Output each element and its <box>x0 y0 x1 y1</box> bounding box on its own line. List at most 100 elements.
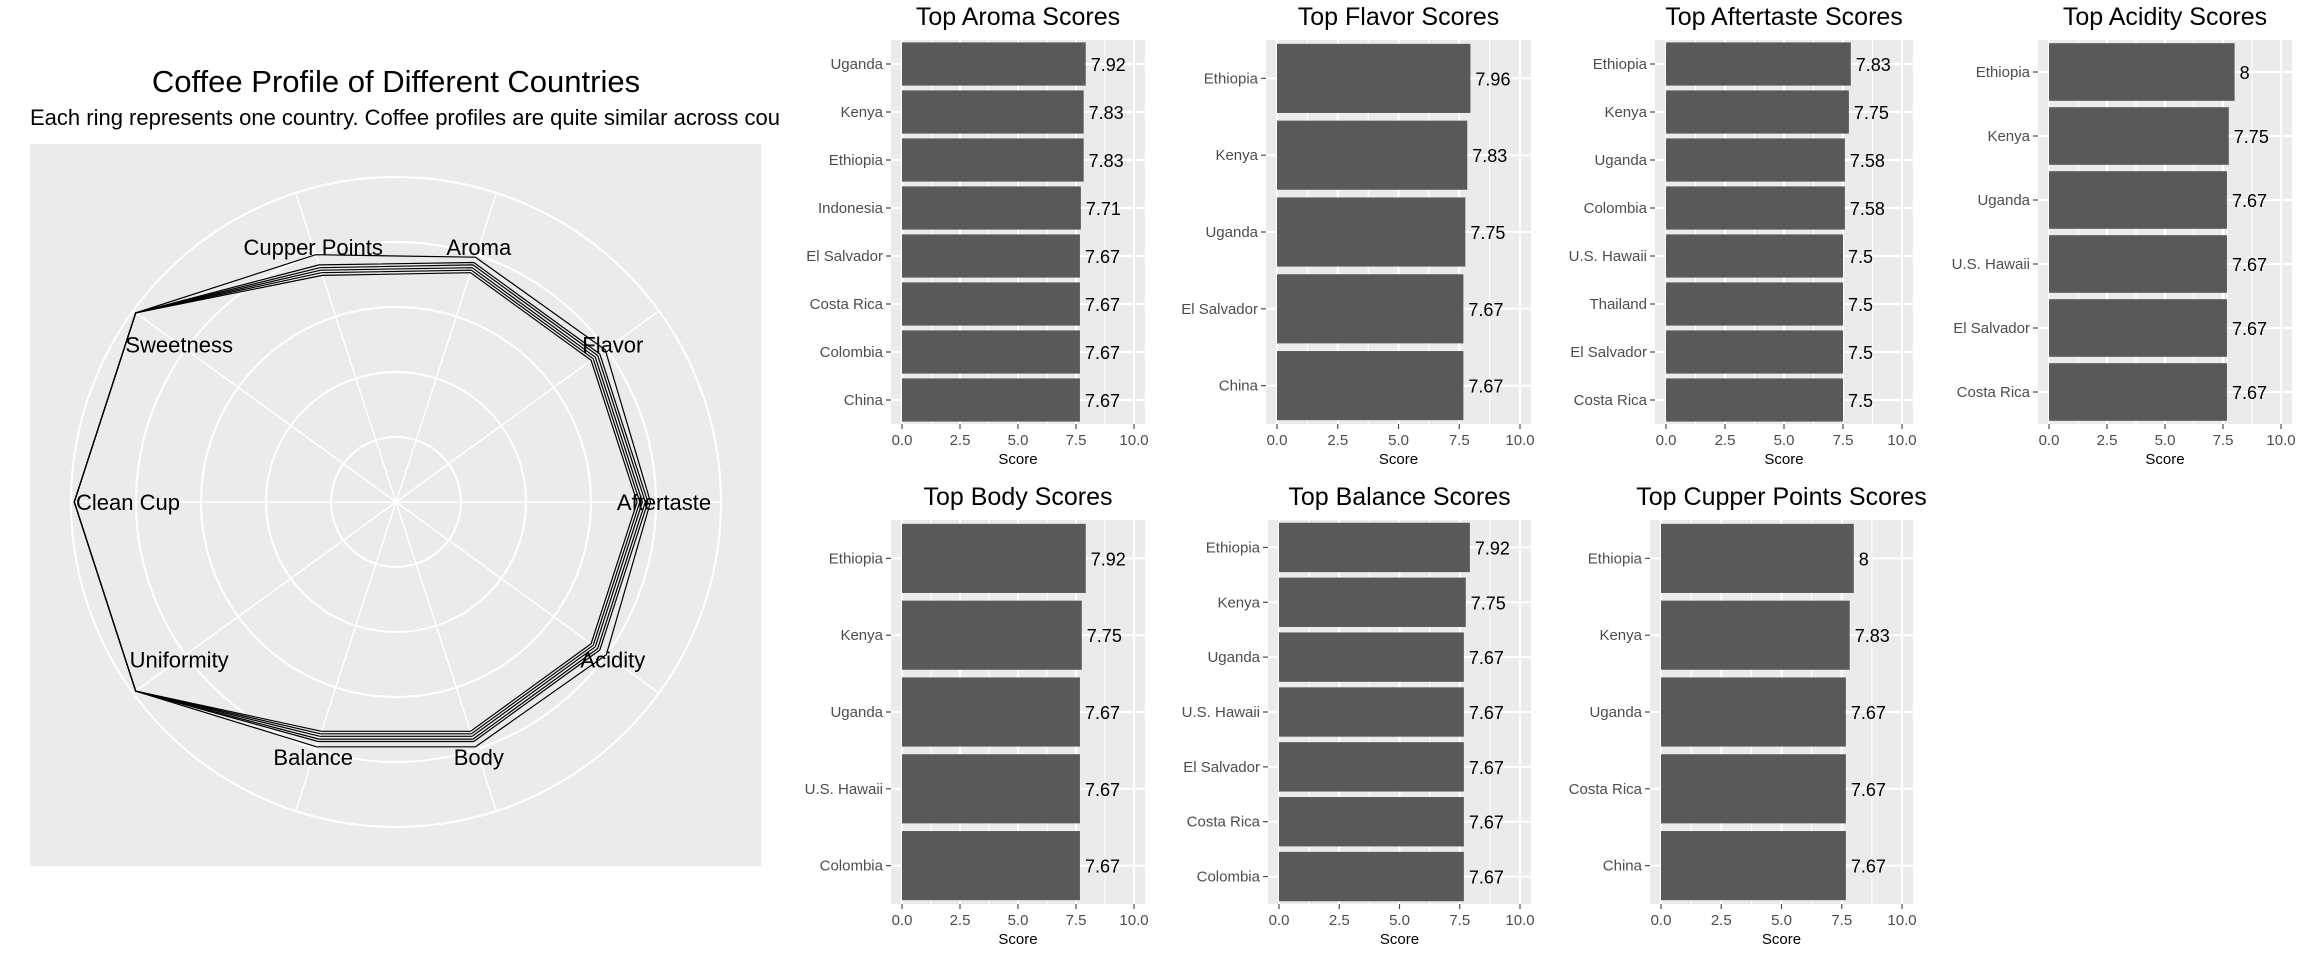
x-tick-label: 0.0 <box>1269 912 1290 929</box>
bar-chart-2: Top Flavor Scores 7.96 Ethiopia 7.83 Kenya 7.… <box>1181 3 1534 468</box>
bar-value-label: 7.83 <box>1856 55 1891 75</box>
x-axis-label: Score <box>1379 451 1418 468</box>
bar <box>1661 523 1854 593</box>
category-label: El Salvador <box>1570 344 1647 361</box>
bar <box>902 90 1084 134</box>
bar <box>1277 43 1471 113</box>
bar-value-label: 7.58 <box>1850 151 1885 171</box>
category-label: Costa Rica <box>810 296 884 313</box>
chart-title: Top Body Scores <box>924 483 1113 511</box>
x-tick-label: 5.0 <box>1774 432 1795 449</box>
bar-value-label: 7.67 <box>1085 343 1120 363</box>
bar-value-label: 7.67 <box>1469 868 1504 888</box>
bar-value-label: 7.67 <box>1469 813 1504 833</box>
bar-value-label: 7.83 <box>1089 103 1124 123</box>
bar <box>902 186 1081 230</box>
bar <box>1666 186 1845 230</box>
category-label: El Salvador <box>1181 301 1258 318</box>
bar <box>1279 687 1464 737</box>
x-axis-label: Score <box>1762 931 1801 948</box>
chart-title: Top Aftertaste Scores <box>1665 3 1903 31</box>
category-label: U.S. Hawaii <box>805 781 883 798</box>
radar-plot: Aroma Flavor Aftertaste Acidity Body Balance U… <box>70 176 722 828</box>
category-label: Colombia <box>1584 200 1648 217</box>
bar-value-label: 7.75 <box>1470 223 1505 243</box>
bar-value-label: 7.5 <box>1848 343 1873 363</box>
bar <box>902 677 1080 747</box>
bar-value-label: 7.92 <box>1091 55 1126 75</box>
x-tick-label: 5.0 <box>1389 912 1410 929</box>
bar <box>902 42 1086 86</box>
bar-value-label: 7.67 <box>1085 857 1120 877</box>
bar-value-label: 7.67 <box>2232 319 2267 339</box>
bar <box>1661 831 1846 901</box>
bar-value-label: 7.92 <box>1475 538 1510 558</box>
bar <box>1277 197 1466 267</box>
bar-value-label: 7.67 <box>2232 255 2267 275</box>
category-label: Colombia <box>820 858 884 875</box>
category-label: China <box>1603 858 1643 875</box>
x-tick-label: 10.0 <box>1505 912 1534 929</box>
category-label: Ethiopia <box>1976 64 2031 81</box>
category-label: China <box>844 392 884 409</box>
radar-axis-label: Cupper Points <box>243 235 382 260</box>
x-axis-label: Score <box>1380 931 1419 948</box>
x-tick-label: 0.0 <box>1651 912 1672 929</box>
category-label: Costa Rica <box>1187 814 1261 831</box>
radar-spoke-9 <box>132 310 397 503</box>
category-label: Kenya <box>1599 627 1642 644</box>
category-label: El Salvador <box>1183 759 1260 776</box>
bar-value-label: 7.75 <box>2234 127 2269 147</box>
category-label: Uganda <box>1594 152 1647 169</box>
x-tick-label: 5.0 <box>1008 912 1029 929</box>
bar <box>902 234 1080 278</box>
category-label: Ethiopia <box>1593 56 1648 73</box>
radar-spoke-7 <box>132 501 397 694</box>
x-tick-label: 7.5 <box>1066 912 1087 929</box>
category-label: Ethiopia <box>1206 539 1261 556</box>
x-axis-label: Score <box>2145 451 2184 468</box>
bar-value-label: 7.67 <box>1469 758 1504 778</box>
chart-title: Top Aroma Scores <box>916 3 1120 31</box>
category-label: Kenya <box>1217 594 1260 611</box>
x-tick-label: 5.0 <box>2155 432 2176 449</box>
x-tick-label: 5.0 <box>1771 912 1792 929</box>
bar <box>1277 274 1464 344</box>
bar <box>1661 754 1846 824</box>
bar-value-label: 8 <box>1859 549 1869 569</box>
radar-axis-label: Balance <box>273 745 353 770</box>
bar <box>902 282 1080 326</box>
chart-title: Top Flavor Scores <box>1298 3 1499 31</box>
category-label: Ethiopia <box>1588 550 1643 567</box>
bar-value-label: 7.67 <box>1851 780 1886 800</box>
radar-axis-label: Body <box>454 745 504 770</box>
bar <box>1666 138 1845 182</box>
x-axis-label: Score <box>998 931 1037 948</box>
x-tick-label: 0.0 <box>1656 432 1677 449</box>
radar-title: Coffee Profile of Different Countries <box>152 64 640 99</box>
bar <box>902 831 1080 901</box>
bar-value-label: 7.67 <box>1085 295 1120 315</box>
x-tick-label: 2.5 <box>1711 912 1732 929</box>
x-tick-label: 10.0 <box>1119 912 1148 929</box>
category-label: China <box>1219 378 1259 395</box>
category-label: Ethiopia <box>829 550 884 567</box>
bar <box>902 330 1080 374</box>
bar-value-label: 7.75 <box>1087 626 1122 646</box>
x-axis-label: Score <box>1764 451 1803 468</box>
category-label: Uganda <box>830 704 883 721</box>
category-label: Costa Rica <box>1569 781 1643 798</box>
radar-spoke-6 <box>294 501 397 812</box>
bar <box>2049 107 2229 165</box>
x-tick-label: 7.5 <box>1449 432 1470 449</box>
radar-series-4 <box>73 264 646 740</box>
x-tick-label: 2.5 <box>1327 432 1348 449</box>
category-label: Costa Rica <box>1957 384 2031 401</box>
bar-value-label: 7.58 <box>1850 199 1885 219</box>
bar <box>1279 522 1470 573</box>
x-tick-label: 10.0 <box>1119 432 1148 449</box>
bar-value-label: 7.5 <box>1848 391 1873 411</box>
bar <box>2049 363 2227 421</box>
x-tick-label: 7.5 <box>2213 432 2234 449</box>
